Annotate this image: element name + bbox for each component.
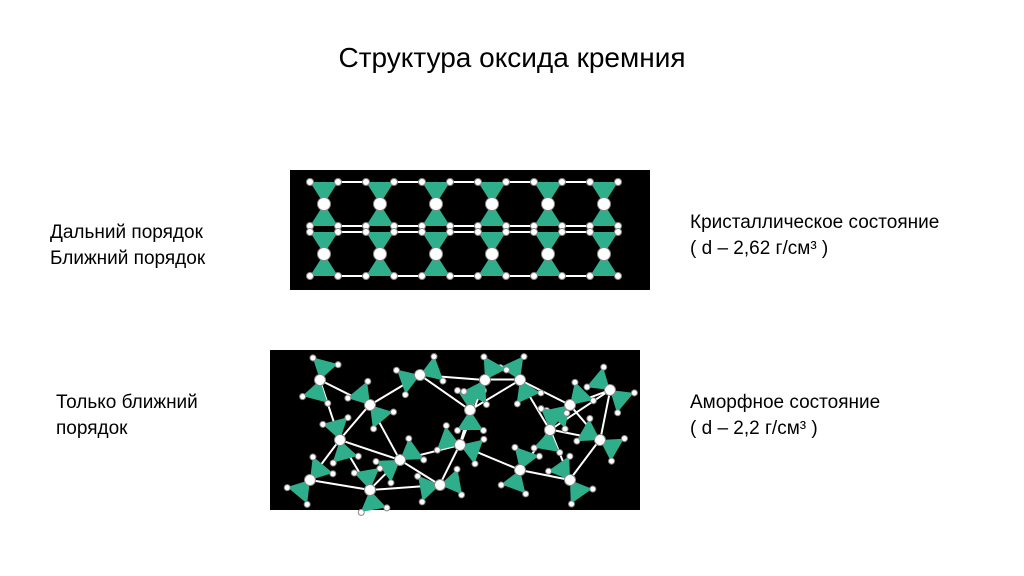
atom bbox=[373, 247, 387, 261]
atom bbox=[317, 247, 331, 261]
atom bbox=[375, 464, 383, 472]
atom bbox=[562, 409, 570, 417]
page-title: Структура оксида кремния bbox=[0, 42, 1024, 74]
atom bbox=[453, 465, 461, 473]
label-crystalline-right: Кристаллическое состояние ( d – 2,62 г/с… bbox=[690, 210, 990, 261]
atom bbox=[306, 272, 314, 280]
atom bbox=[418, 178, 426, 186]
label-amorphous-right: Аморфное состояние ( d – 2,2 г/см³ ) bbox=[690, 390, 990, 441]
atom bbox=[353, 452, 362, 461]
atom bbox=[334, 228, 342, 236]
atom bbox=[446, 178, 454, 186]
atom bbox=[541, 247, 555, 261]
atom bbox=[597, 247, 611, 261]
atom bbox=[333, 360, 342, 369]
atom bbox=[362, 272, 370, 280]
atom bbox=[474, 228, 482, 236]
atom bbox=[382, 503, 390, 511]
atom bbox=[537, 404, 545, 412]
atom bbox=[558, 178, 566, 186]
atom bbox=[597, 197, 611, 211]
atom bbox=[558, 228, 566, 236]
atom bbox=[350, 469, 358, 477]
atom bbox=[614, 228, 622, 236]
atom bbox=[429, 197, 443, 211]
atom bbox=[373, 197, 387, 211]
atom bbox=[485, 197, 499, 211]
slide: Структура оксида кремния Дальний порядок… bbox=[0, 0, 1024, 576]
label-amorphous-left: Только ближний порядок bbox=[56, 390, 226, 441]
atom bbox=[328, 458, 337, 467]
atom bbox=[541, 197, 555, 211]
atom bbox=[362, 228, 370, 236]
crystalline-diagram bbox=[290, 170, 650, 290]
atom bbox=[530, 272, 538, 280]
atom bbox=[317, 197, 331, 211]
atom bbox=[458, 490, 466, 498]
atom bbox=[555, 448, 563, 456]
atom bbox=[502, 178, 510, 186]
atom bbox=[306, 228, 314, 236]
atom bbox=[530, 178, 538, 186]
atom bbox=[390, 228, 398, 236]
atom bbox=[390, 272, 398, 280]
amorphous-density-text: ( d – 2,2 г/см³ ) bbox=[690, 418, 818, 439]
atom bbox=[432, 446, 441, 455]
atom bbox=[614, 178, 622, 186]
crystalline-state-text: Кристаллическое состояние bbox=[690, 212, 939, 233]
amorphous-diagram bbox=[270, 350, 640, 510]
atom bbox=[502, 228, 510, 236]
atom bbox=[586, 178, 594, 186]
atom bbox=[530, 443, 538, 451]
atom bbox=[446, 272, 454, 280]
atom bbox=[480, 427, 487, 434]
atom bbox=[474, 178, 482, 186]
atom bbox=[464, 404, 476, 416]
atom bbox=[614, 272, 622, 280]
atom bbox=[485, 247, 499, 261]
atom bbox=[362, 178, 370, 186]
atom bbox=[430, 351, 439, 360]
atom bbox=[334, 272, 342, 280]
atom bbox=[474, 272, 482, 280]
crystalline-density-text: ( d – 2,62 г/см³ ) bbox=[690, 238, 828, 259]
atom bbox=[470, 460, 479, 469]
atom bbox=[418, 272, 426, 280]
atom bbox=[446, 228, 454, 236]
atom bbox=[390, 178, 398, 186]
atom bbox=[418, 228, 426, 236]
amorphous-state-text: Аморфное состояние bbox=[690, 392, 880, 413]
atom bbox=[334, 178, 342, 186]
atom bbox=[429, 247, 443, 261]
atom bbox=[502, 272, 510, 280]
label-crystalline-left: Дальний порядок Ближний порядок bbox=[50, 220, 220, 271]
atom bbox=[323, 398, 332, 407]
atom bbox=[530, 228, 538, 236]
atom bbox=[586, 228, 594, 236]
atom bbox=[586, 272, 594, 280]
atom bbox=[558, 272, 566, 280]
atom bbox=[357, 508, 365, 516]
atom bbox=[306, 178, 314, 186]
